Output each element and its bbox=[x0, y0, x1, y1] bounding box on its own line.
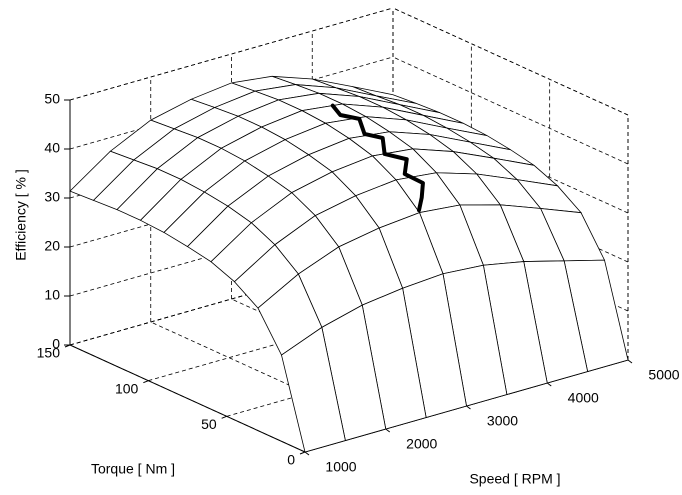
operating-line bbox=[330, 103, 425, 213]
z-tick-label: 50 bbox=[44, 91, 60, 107]
x-tick-label: 3000 bbox=[487, 413, 518, 429]
y-tick bbox=[64, 344, 71, 348]
surface-patch bbox=[281, 326, 346, 453]
x-tick-label: 1000 bbox=[325, 459, 356, 475]
x-tick-label: 2000 bbox=[406, 436, 437, 452]
x-tick bbox=[304, 451, 310, 456]
x-axis-label: Speed [ RPM ] bbox=[469, 471, 560, 487]
z-tick-label: 30 bbox=[44, 189, 60, 205]
z-tick-label: 40 bbox=[44, 140, 60, 156]
y-tick-label: 50 bbox=[201, 416, 217, 432]
y-tick-label: 0 bbox=[287, 452, 295, 468]
grid-line bbox=[392, 7, 629, 116]
y-tick bbox=[299, 451, 306, 455]
z-tick-label: 10 bbox=[44, 287, 60, 303]
z-tick-label: 20 bbox=[44, 238, 60, 254]
y-tick bbox=[221, 415, 227, 419]
x-tick-label: 5000 bbox=[648, 367, 679, 383]
x-tick bbox=[546, 382, 552, 387]
y-tick-label: 150 bbox=[37, 345, 61, 361]
y-axis bbox=[69, 344, 306, 453]
z-tick-label: 0 bbox=[52, 336, 60, 352]
x-tick-label: 4000 bbox=[568, 390, 599, 406]
x-tick bbox=[627, 359, 633, 364]
y-tick bbox=[143, 380, 149, 384]
y-tick-label: 100 bbox=[115, 380, 139, 396]
x-tick bbox=[466, 405, 471, 410]
y-axis-label: Torque [ Nm ] bbox=[91, 461, 175, 477]
z-axis-label: Efficiency [ % ] bbox=[13, 169, 29, 261]
grid-line bbox=[392, 56, 629, 165]
x-tick bbox=[385, 428, 391, 433]
